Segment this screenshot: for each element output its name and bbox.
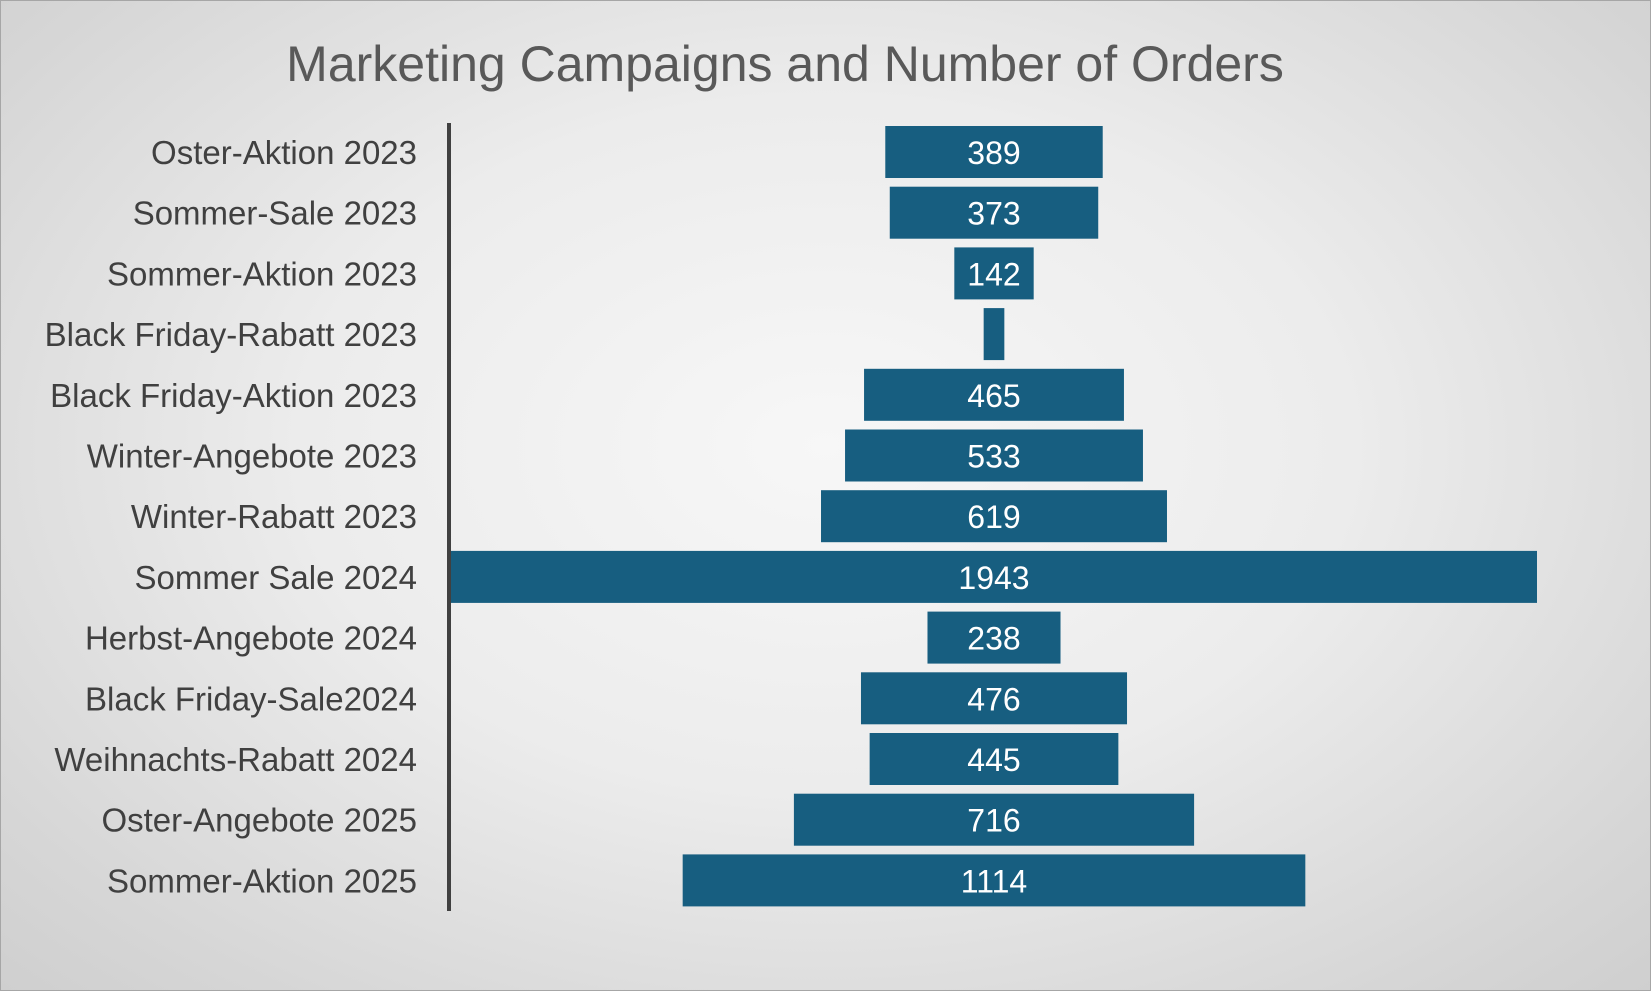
category-label: Sommer-Aktion 2023 [107, 255, 417, 292]
bar-value-label: 238 [967, 621, 1020, 657]
funnel-bar [885, 126, 1103, 178]
category-label: Sommer-Sale 2023 [133, 195, 417, 232]
category-label: Black Friday-Sale2024 [85, 680, 417, 717]
funnel-bar [451, 550, 1537, 603]
bar-value-label: 716 [967, 803, 1020, 839]
funnel-bar [954, 247, 1034, 300]
funnel-bar [682, 854, 1306, 907]
funnel-bar [927, 611, 1061, 664]
bar-value-labels: 389 373 142 465 533 619 1943 238 476 445 716 1114 [958, 135, 1029, 899]
category-label: Black Friday-Aktion 2023 [50, 377, 417, 414]
category-label: Oster-Angebote 2025 [101, 802, 417, 839]
funnel-bar [860, 672, 1128, 725]
bar-value-label: 445 [967, 742, 1020, 778]
category-label: Herbst-Angebote 2024 [85, 620, 417, 657]
bar-value-label: 619 [967, 499, 1020, 535]
category-label: Sommer-Aktion 2025 [107, 862, 417, 899]
bar-value-label: 533 [967, 439, 1020, 475]
bar-value-label: 373 [967, 196, 1020, 232]
category-label: Oster-Aktion 2023 [151, 134, 417, 171]
bar-value-label: 142 [967, 256, 1020, 292]
funnel-bar [864, 368, 1124, 421]
bar-value-label: 1114 [961, 863, 1027, 899]
category-label: Black Friday-Rabatt 2023 [45, 316, 417, 353]
funnel-bar [821, 490, 1167, 543]
bars [451, 126, 1537, 907]
category-label: Weihnachts-Rabatt 2024 [54, 741, 417, 778]
funnel-bar [845, 429, 1143, 482]
category-label: Winter-Angebote 2023 [87, 438, 417, 475]
category-label: Sommer Sale 2024 [135, 559, 417, 596]
bar-value-label: 389 [967, 135, 1020, 171]
category-label: Winter-Rabatt 2023 [131, 498, 417, 535]
funnel-bar [793, 793, 1195, 846]
funnel-bar [983, 308, 1005, 361]
bar-value-label: 1943 [958, 560, 1029, 596]
funnel-bar [869, 733, 1119, 785]
category-labels: Oster-Aktion 2023 Sommer-Sale 2023 Sommer-… [45, 134, 417, 899]
funnel-bar [889, 186, 1099, 239]
bar-value-label: 465 [967, 378, 1020, 414]
bar-value-label: 476 [967, 681, 1020, 717]
chart-title: Marketing Campaigns and Number of Orders [286, 36, 1284, 92]
